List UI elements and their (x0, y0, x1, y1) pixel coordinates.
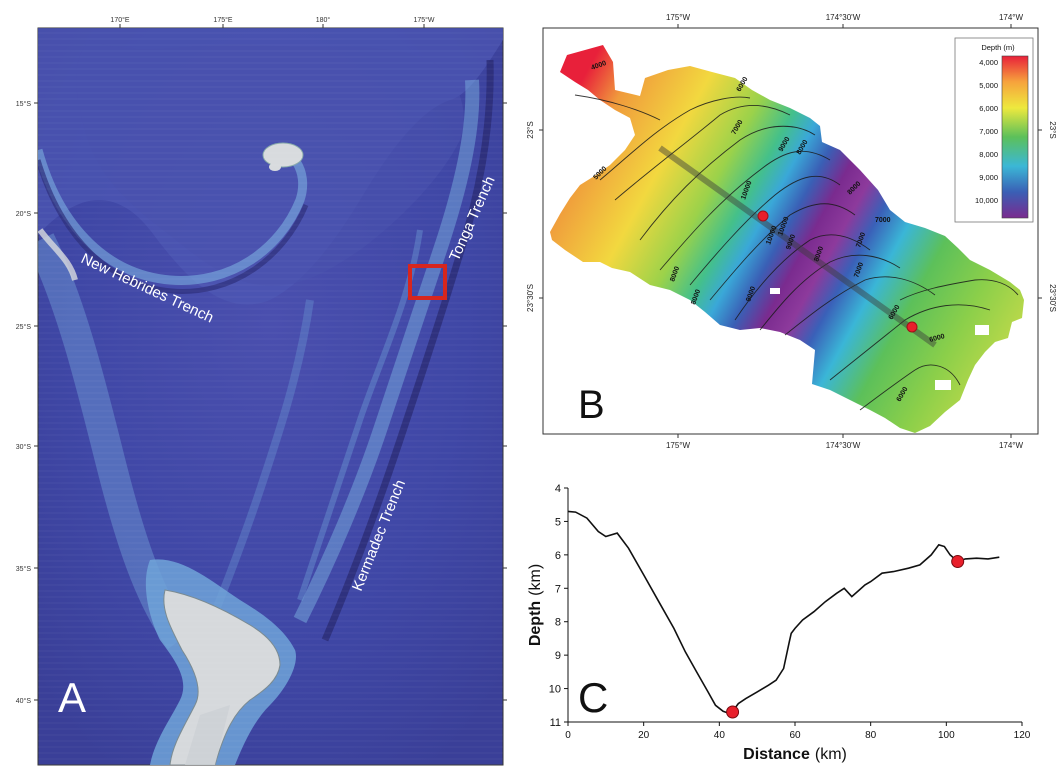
y-tick-label: 5 (555, 516, 561, 528)
x-tick-label: 120 (1014, 730, 1031, 741)
legend-title: Depth (m) (981, 43, 1015, 52)
lon-tick: 175°W (666, 13, 691, 22)
y-axis-title-main: Depth (527, 601, 544, 646)
bathymetry-swath (550, 45, 1024, 433)
x-tick-label: 20 (638, 730, 650, 741)
y-tick-label: 11 (550, 717, 561, 729)
legend-tick: 8,000 (979, 150, 998, 159)
lat-tick: 30°S (16, 443, 32, 451)
legend-tick: 7,000 (979, 127, 998, 136)
legend-tick: 6,000 (979, 104, 998, 113)
panel-a-lat-ticks: 15°S 20°S 25°S 30°S 35°S 40°S (16, 100, 32, 705)
contour-label: 8000 (690, 289, 702, 306)
lon-tick: 175°E (213, 16, 232, 24)
lat-tick: 23°30'S (526, 284, 535, 312)
legend-colorbar (1001, 55, 1029, 219)
x-ticks: 0 20 40 60 80 100 120 (565, 722, 1031, 741)
contour-label: 7000 (853, 262, 865, 279)
profile-marker (951, 555, 965, 569)
lat-tick: 23°30'S (1048, 284, 1057, 312)
lon-tick: 170°E (110, 16, 129, 24)
x-axis-title: Distance (km) (743, 746, 847, 763)
y-tick-label: 7 (555, 583, 561, 595)
y-tick-label: 8 (555, 617, 561, 629)
contour-label: 9000 (745, 286, 757, 303)
contour-label: 4000 (590, 60, 607, 72)
y-axis-title: Depth (km) (527, 564, 544, 646)
panel-c-label: C (578, 674, 608, 721)
lat-tick: 35°S (16, 565, 32, 573)
depth-legend: Depth (m) 4,000 5,000 6,000 7,000 8,000 … (954, 37, 1034, 223)
lon-tick: 175°W (413, 16, 434, 24)
legend-tick: 9,000 (979, 173, 998, 182)
lat-tick: 15°S (16, 100, 32, 108)
panel-b-lat-ticks: 23°S 23°30'S 23°S 23°30'S (526, 121, 1057, 312)
contour-label: 9000 (785, 234, 797, 251)
legend-tick: 4,000 (979, 58, 998, 67)
profile-point-end (906, 321, 918, 333)
panel-b-label: B (578, 383, 605, 427)
lat-tick: 23°S (526, 121, 535, 138)
contour-label: 7000 (875, 217, 891, 224)
lat-tick: 23°S (1048, 121, 1057, 138)
lon-tick: 174°30'W (826, 13, 861, 22)
profile-markers (726, 555, 965, 719)
contour-labels: 4000 5000 6000 7000 8000 9000 10000 1000… (590, 60, 945, 403)
x-axis-title-main: Distance (743, 746, 810, 763)
profile-marker (726, 705, 740, 719)
lon-tick: 174°W (999, 441, 1024, 450)
panel-a-map: New Hebrides Trench Tonga Trench Kermade… (16, 16, 507, 766)
depth-profile-line (567, 510, 1000, 714)
lat-tick: 20°S (16, 210, 32, 218)
profile-track (658, 145, 937, 348)
panel-c-profile-chart: 0 20 40 60 80 100 120 4 5 6 7 8 9 10 11 C Distance (km… (527, 483, 1031, 763)
panel-b-lon-ticks: 175°W 174°30'W 174°W 175°W 174°30'W 174°… (666, 13, 1024, 450)
y-tick-label: 10 (549, 684, 561, 696)
study-area-box (408, 264, 447, 300)
contour-label: 7000 (855, 232, 867, 249)
lon-tick: 174°30'W (826, 441, 861, 450)
x-tick-label: 60 (789, 730, 801, 741)
profile-point-deep (757, 210, 769, 222)
panel-b-bathymetry: 4000 5000 6000 7000 8000 9000 10000 1000… (526, 13, 1057, 450)
lon-tick: 180° (316, 16, 331, 24)
x-tick-label: 80 (865, 730, 877, 741)
legend-tick: 5,000 (979, 81, 998, 90)
y-tick-label: 6 (555, 550, 561, 562)
y-axis-title-unit: (km) (527, 564, 544, 596)
lon-tick: 175°W (666, 441, 691, 450)
lat-tick: 40°S (16, 697, 32, 705)
lon-tick: 174°W (999, 13, 1024, 22)
panel-a-lon-ticks: 170°E 175°E 180° 175°W (110, 16, 435, 24)
contour-lines (574, 94, 1019, 411)
y-tick-label: 4 (555, 483, 561, 495)
legend-tick: 10,000 (975, 196, 998, 205)
lat-tick: 25°S (16, 323, 32, 331)
x-axis-title-unit: (km) (815, 746, 847, 763)
y-tick-label: 9 (555, 650, 561, 662)
contour-label: 6000 (929, 333, 946, 344)
panel-a-label: A (58, 674, 86, 721)
x-tick-label: 0 (565, 730, 571, 741)
contour-label: 8000 (813, 246, 825, 263)
x-tick-label: 100 (938, 730, 955, 741)
contour-label: 8000 (669, 266, 681, 283)
y-ticks: 4 5 6 7 8 9 10 11 (549, 483, 568, 729)
x-tick-label: 40 (714, 730, 726, 741)
